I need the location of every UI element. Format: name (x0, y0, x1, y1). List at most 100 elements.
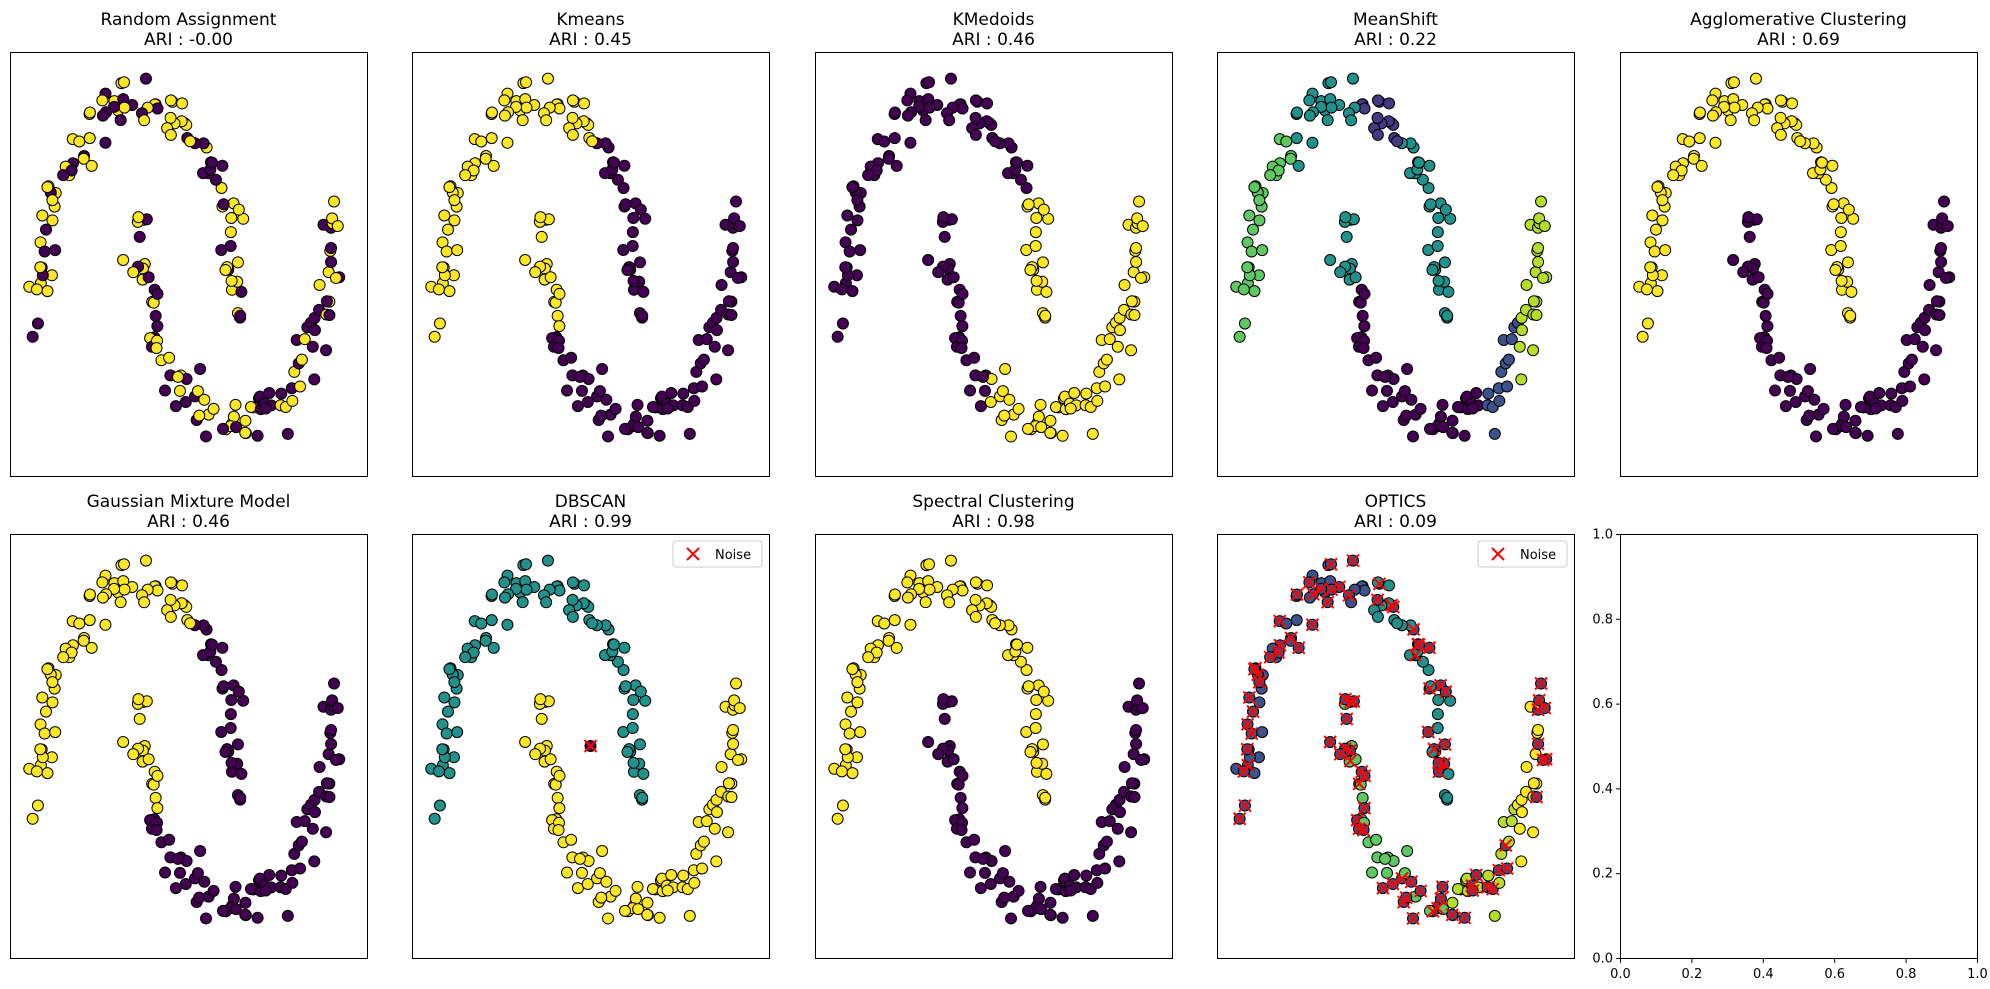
scatter-point (1513, 822, 1526, 835)
noise-point (1232, 812, 1247, 826)
scatter-point (1431, 722, 1444, 735)
scatter-point (235, 285, 248, 298)
scatter-point (1458, 429, 1471, 442)
scatter-point (932, 748, 945, 761)
scatter-point (938, 712, 951, 725)
scatter-point (443, 285, 456, 298)
scatter-point (553, 802, 566, 815)
scatter-point (1407, 430, 1420, 443)
scatter-point (200, 912, 213, 925)
scatter-point (1424, 422, 1437, 435)
scatter-point (901, 94, 914, 107)
scatter-point (38, 727, 51, 740)
scatter-point (1424, 198, 1437, 211)
scatter-point (619, 904, 632, 917)
scatter-point (298, 815, 311, 828)
panel-subtitle: ARI : 0.22 (1354, 30, 1437, 50)
scatter-point (432, 765, 445, 778)
scatter-point (151, 802, 164, 815)
scatter-point (1037, 685, 1050, 698)
scatter-point (1923, 278, 1936, 291)
scatter-point (1324, 253, 1337, 266)
scatter-point (1861, 429, 1874, 442)
scatter-point (631, 398, 644, 411)
scatter-point (164, 593, 177, 606)
scatter-point (633, 738, 646, 751)
scatter-point (1022, 422, 1035, 435)
scatter-point (665, 386, 678, 399)
scatter-point (498, 591, 511, 604)
scatter-point (150, 342, 163, 355)
legend-box (1477, 540, 1568, 568)
scatter-point (565, 833, 578, 846)
scatter-point (578, 579, 591, 592)
scatter-point (184, 135, 197, 148)
scatter-point (968, 833, 981, 846)
scatter-point (544, 271, 557, 284)
scatter-point (593, 385, 606, 398)
scatter-point (553, 287, 566, 300)
scatter-point (117, 253, 130, 266)
scatter-point (1136, 702, 1149, 715)
scatter-point (1905, 353, 1918, 366)
scatter-point (641, 414, 654, 427)
scatter-point (159, 866, 172, 879)
scatter-point (715, 278, 728, 291)
scatter-point (30, 283, 43, 296)
scatter-point (244, 883, 257, 896)
scatter-point (888, 614, 901, 627)
scatter-point (448, 696, 461, 709)
scatter-point (1515, 806, 1528, 819)
scatter-point (232, 203, 245, 216)
scatter-point (325, 242, 338, 255)
scatter-point (1761, 287, 1774, 300)
noise-point (1430, 901, 1445, 915)
scatter-point (286, 876, 299, 889)
scatter-point (520, 558, 533, 571)
scatter-point (1401, 363, 1414, 376)
scatter-point (835, 765, 848, 778)
scatter-point (99, 618, 112, 631)
noise-point (1244, 726, 1259, 741)
scatter-point (173, 384, 186, 397)
scatter-point (1844, 309, 1857, 322)
scatter-point (1280, 135, 1293, 148)
scatter-point (609, 884, 622, 897)
scatter-point (1044, 896, 1057, 909)
scatter-point (263, 868, 276, 881)
scatter-point (306, 340, 319, 353)
scatter-point (1044, 414, 1057, 427)
scatter-point (1022, 904, 1035, 917)
scatter-point (955, 342, 968, 355)
noise-point (1532, 693, 1546, 708)
scatter-point (621, 263, 634, 276)
scatter-point (96, 94, 109, 107)
scatter-point (151, 769, 164, 782)
scatter-point (114, 114, 127, 127)
scatter-point (1371, 94, 1384, 107)
scatter-point (215, 663, 228, 676)
scatter-point (49, 726, 62, 739)
scatter-point (1290, 614, 1303, 627)
scatter-point (96, 576, 109, 589)
scatter-point (1134, 753, 1147, 766)
scatter-point (239, 414, 252, 427)
scatter-point (1091, 876, 1104, 889)
scatter-point (1136, 220, 1149, 233)
scatter-point (1030, 211, 1043, 224)
scatter-point (1426, 263, 1439, 276)
scatter-point (1380, 384, 1393, 397)
scatter-point (1432, 211, 1445, 224)
scatter-point (41, 767, 54, 780)
scatter-point (320, 777, 333, 790)
scatter-point (1431, 708, 1444, 721)
scatter-point (1918, 373, 1931, 386)
scatter-point (49, 244, 62, 257)
scatter-point (1728, 76, 1741, 89)
legend-noise-marker (686, 547, 700, 561)
scatter-point (1113, 855, 1126, 868)
scatter-point (1128, 309, 1141, 322)
noise-point (1338, 692, 1353, 706)
